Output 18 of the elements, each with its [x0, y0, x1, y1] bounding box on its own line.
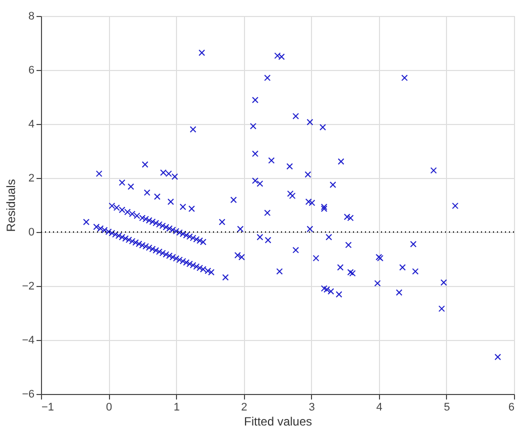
y-tick-label: −2	[22, 280, 34, 292]
y-tick-label: 0	[28, 226, 34, 238]
x-tick-label: −1	[42, 402, 54, 414]
x-tick-label: 1	[174, 402, 180, 414]
y-axis-title: Residuals	[4, 179, 18, 232]
y-tick-label: 2	[28, 172, 34, 184]
x-tick-label: 5	[444, 402, 450, 414]
x-tick-label: 0	[106, 402, 112, 414]
y-tick-label: 4	[28, 118, 34, 130]
x-tick-label: 3	[308, 402, 315, 414]
y-tick-label: −6	[22, 388, 34, 400]
x-tick-label: 6	[508, 402, 514, 414]
y-tick-label: 6	[28, 64, 34, 76]
y-tick-label: −4	[22, 334, 34, 346]
x-tick-label: 4	[376, 402, 382, 414]
x-tick-label: 2	[241, 402, 248, 414]
y-tick-label: 8	[28, 10, 34, 22]
x-axis-title: Fitted values	[244, 414, 312, 428]
